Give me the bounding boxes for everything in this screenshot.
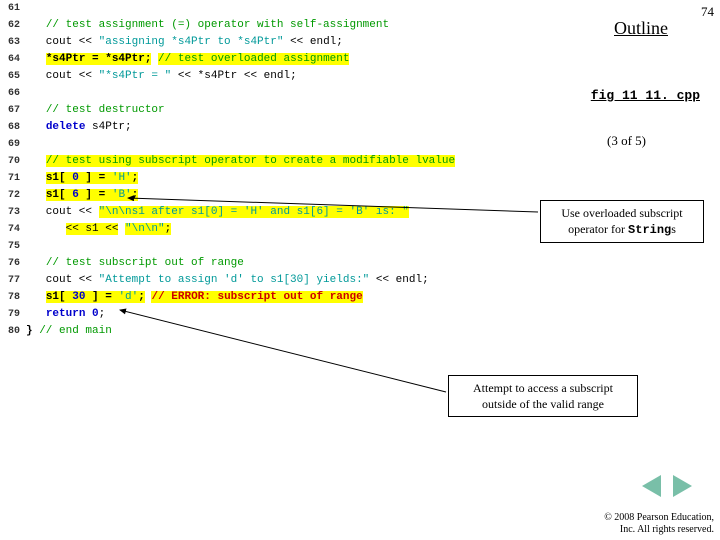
code-content: } // end main <box>26 323 580 340</box>
callout-mono: String <box>628 223 671 237</box>
code-content: s1[ 0 ] = 'H'; <box>26 170 580 187</box>
copyright-line: Inc. All rights reserved. <box>620 524 714 535</box>
code-line: 69 <box>0 136 580 153</box>
callout-text: outside of the valid range <box>482 397 604 411</box>
line-number: 65 <box>0 68 26 85</box>
callout-subscript-operator: Use overloaded subscript operator for St… <box>540 200 704 243</box>
code-line: 62 // test assignment (=) operator with … <box>0 17 580 34</box>
source-filename: fig 11_11. cpp <box>591 88 700 103</box>
code-content: // test assignment (=) operator with sel… <box>26 17 580 34</box>
code-line: 80} // end main <box>0 323 580 340</box>
code-listing: 6162 // test assignment (=) operator wit… <box>0 0 580 340</box>
code-content <box>26 238 580 255</box>
code-line: 67 // test destructor <box>0 102 580 119</box>
code-line: 63 cout << "assigning *s4Ptr to *s4Ptr" … <box>0 34 580 51</box>
next-slide-button[interactable] <box>673 475 692 497</box>
callout-text: Use overloaded subscript <box>561 206 682 220</box>
callout-text: operator for <box>568 222 628 236</box>
line-number: 63 <box>0 34 26 51</box>
code-line: 76 // test subscript out of range <box>0 255 580 272</box>
code-line: 71 s1[ 0 ] = 'H'; <box>0 170 580 187</box>
callout-text: s <box>671 222 676 236</box>
code-line: 66 <box>0 85 580 102</box>
code-content: cout << "\n\ns1 after s1[0] = 'H' and s1… <box>26 204 580 221</box>
line-number: 61 <box>0 0 26 17</box>
line-number: 67 <box>0 102 26 119</box>
code-content: return 0; <box>26 306 580 323</box>
outline-heading: Outline <box>614 18 668 39</box>
code-line: 74 << s1 << "\n\n"; <box>0 221 580 238</box>
prev-slide-button[interactable] <box>642 475 661 497</box>
code-line: 79 return 0; <box>0 306 580 323</box>
code-content: cout << "*s4Ptr = " << *s4Ptr << endl; <box>26 68 580 85</box>
line-number: 69 <box>0 136 26 153</box>
line-number: 74 <box>0 221 26 238</box>
line-number: 73 <box>0 204 26 221</box>
callout-text: Attempt to access a subscript <box>473 381 613 395</box>
line-number: 75 <box>0 238 26 255</box>
page-part-indicator: (3 of 5) <box>607 133 646 149</box>
line-number: 78 <box>0 289 26 306</box>
code-line: 72 s1[ 6 ] = 'B'; <box>0 187 580 204</box>
callout-out-of-range: Attempt to access a subscript outside of… <box>448 375 638 417</box>
line-number: 68 <box>0 119 26 136</box>
line-number: 80 <box>0 323 26 340</box>
code-content: s1[ 30 ] = 'd'; // ERROR: subscript out … <box>26 289 580 306</box>
line-number: 71 <box>0 170 26 187</box>
code-line: 65 cout << "*s4Ptr = " << *s4Ptr << endl… <box>0 68 580 85</box>
line-number: 77 <box>0 272 26 289</box>
code-line: 64 *s4Ptr = *s4Ptr; // test overloaded a… <box>0 51 580 68</box>
code-line: 77 cout << "Attempt to assign 'd' to s1[… <box>0 272 580 289</box>
code-content: << s1 << "\n\n"; <box>26 221 580 238</box>
code-content: cout << "assigning *s4Ptr to *s4Ptr" << … <box>26 34 580 51</box>
line-number: 79 <box>0 306 26 323</box>
page-number: 74 <box>701 4 714 20</box>
line-number: 72 <box>0 187 26 204</box>
code-content <box>26 0 580 17</box>
line-number: 66 <box>0 85 26 102</box>
copyright-notice: © 2008 Pearson Education, Inc. All right… <box>604 512 714 536</box>
code-content: cout << "Attempt to assign 'd' to s1[30]… <box>26 272 580 289</box>
code-content: *s4Ptr = *s4Ptr; // test overloaded assi… <box>26 51 580 68</box>
code-content: // test using subscript operator to crea… <box>26 153 580 170</box>
code-content <box>26 136 580 153</box>
copyright-line: © 2008 Pearson Education, <box>604 512 714 523</box>
code-content: // test destructor <box>26 102 580 119</box>
code-line: 70 // test using subscript operator to c… <box>0 153 580 170</box>
slide-nav <box>638 475 696 502</box>
code-content: // test subscript out of range <box>26 255 580 272</box>
code-line: 68 delete s4Ptr; <box>0 119 580 136</box>
code-line: 78 s1[ 30 ] = 'd'; // ERROR: subscript o… <box>0 289 580 306</box>
code-content: delete s4Ptr; <box>26 119 580 136</box>
code-content: s1[ 6 ] = 'B'; <box>26 187 580 204</box>
line-number: 70 <box>0 153 26 170</box>
code-content <box>26 85 580 102</box>
line-number: 62 <box>0 17 26 34</box>
code-line: 61 <box>0 0 580 17</box>
code-line: 73 cout << "\n\ns1 after s1[0] = 'H' and… <box>0 204 580 221</box>
line-number: 76 <box>0 255 26 272</box>
line-number: 64 <box>0 51 26 68</box>
code-line: 75 <box>0 238 580 255</box>
